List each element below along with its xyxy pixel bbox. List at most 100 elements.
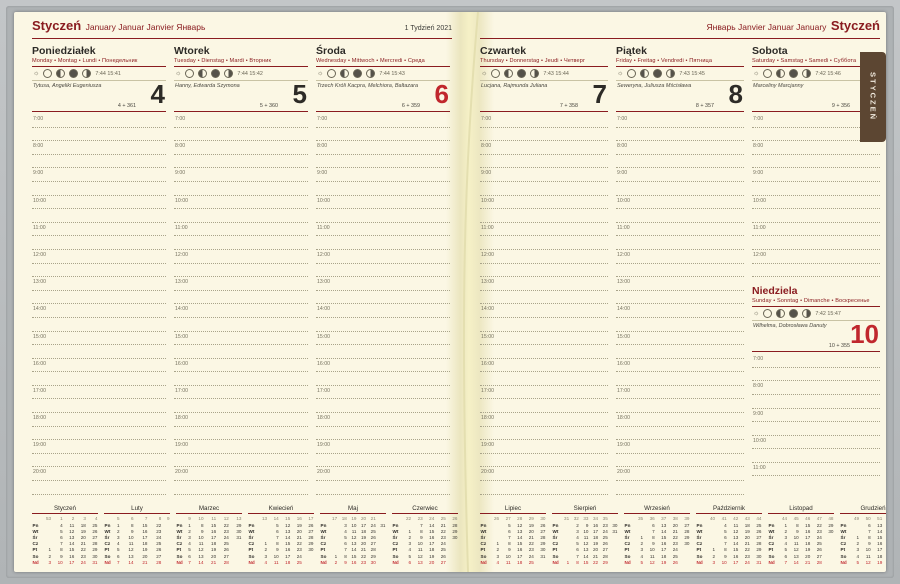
mini-day-cell[interactable]: 17 — [142, 534, 148, 540]
hour-line[interactable] — [480, 345, 608, 359]
hour-line[interactable]: 7:00 — [752, 114, 880, 128]
mini-day-cell[interactable]: 20 — [593, 547, 599, 553]
mini-day-cell[interactable]: 3 — [344, 522, 347, 528]
hour-line[interactable] — [174, 481, 308, 495]
mini-day-cell[interactable]: 3 — [117, 534, 120, 540]
hour-line[interactable]: 16:00 — [174, 359, 308, 373]
hour-line[interactable]: 19:00 — [616, 440, 744, 454]
hour-line[interactable]: 13:00 — [616, 277, 744, 291]
mini-day-cell[interactable]: 5 — [508, 522, 511, 528]
hour-line[interactable] — [174, 454, 308, 468]
mini-day-cell[interactable]: 23 — [744, 553, 750, 559]
hour-lines-wednesday[interactable]: 7:00 8:00 9:00 10:00 11:00 12:00 13:00 14:00 15:… — [316, 114, 450, 495]
hour-line[interactable] — [480, 372, 608, 386]
mini-day-cell[interactable]: 19 — [528, 522, 534, 528]
mini-day-cell[interactable]: 3 — [408, 541, 412, 547]
mini-day-cell[interactable]: 20 — [296, 528, 302, 534]
mini-day-cell[interactable]: 5 — [784, 547, 788, 553]
mini-day-cell[interactable]: 1 — [48, 547, 52, 553]
hour-line[interactable] — [174, 128, 308, 142]
mini-day-cell[interactable]: 1 — [117, 522, 120, 528]
mini-day-cell[interactable]: 26 — [756, 528, 762, 534]
mini-day-cell[interactable]: 8 — [868, 534, 871, 540]
mini-day-cell[interactable]: 16 — [351, 559, 357, 565]
mini-day-cell[interactable]: 18 — [429, 547, 435, 553]
mini-day-cell[interactable]: 11 — [351, 528, 357, 534]
mini-day-cell[interactable]: 12 — [69, 528, 75, 534]
hour-line[interactable] — [174, 291, 308, 305]
mini-day-cell[interactable]: 24 — [816, 534, 822, 540]
hour-line[interactable] — [32, 291, 166, 305]
mini-day-cell[interactable]: 25 — [440, 547, 446, 553]
mini-day-cell[interactable]: 28 — [816, 559, 822, 565]
mini-day-cell[interactable]: 15 — [877, 534, 883, 540]
mini-day-cell[interactable]: 9 — [420, 534, 423, 540]
hour-line[interactable] — [616, 454, 744, 468]
mini-day-cell[interactable] — [229, 560, 242, 566]
mini-day-cell[interactable]: 19 — [744, 528, 750, 534]
mini-day-cell[interactable]: 11 — [793, 541, 799, 547]
hour-line[interactable]: 8:00 — [480, 141, 608, 155]
hour-lines-monday[interactable]: 7:00 8:00 9:00 10:00 11:00 12:00 13:00 14:00 15:… — [32, 114, 166, 495]
mini-day-cell[interactable]: 26 — [92, 528, 98, 534]
mini-day-cell[interactable]: 10 — [128, 534, 134, 540]
mini-day-cell[interactable]: 28 — [92, 541, 98, 547]
mini-day-cell[interactable]: 28 — [223, 559, 229, 565]
hour-lines-tuesday[interactable]: 7:00 8:00 9:00 10:00 11:00 12:00 13:00 14:00 15:… — [174, 114, 308, 495]
mini-day-cell[interactable]: 26 — [156, 547, 162, 553]
mini-day-cell[interactable]: 8 — [344, 553, 347, 559]
mini-day-cell[interactable]: 30 — [370, 559, 376, 565]
mini-day-cell[interactable]: 8 — [508, 541, 511, 547]
hour-line[interactable] — [32, 264, 166, 278]
mini-day-cell[interactable]: 17 — [211, 534, 217, 540]
mini-day-cell[interactable]: 6 — [784, 553, 788, 559]
mini-day-cell[interactable]: 30 — [236, 528, 242, 534]
mini-day-cell[interactable]: 9 — [508, 547, 511, 553]
mini-day-cell[interactable]: 16 — [661, 541, 667, 547]
mini-day-cell[interactable]: 14 — [198, 559, 204, 565]
mini-day-cell[interactable]: 23 — [528, 547, 534, 553]
hour-line[interactable] — [32, 318, 166, 332]
mini-day-cell[interactable]: 16 — [285, 547, 291, 553]
mini-day-cell[interactable]: 13 — [583, 547, 589, 553]
hour-line[interactable]: 20:00 — [480, 467, 608, 482]
hour-line[interactable]: 14:00 — [32, 304, 166, 318]
hour-line[interactable]: 14:00 — [316, 304, 450, 318]
mini-day-cell[interactable]: 8 — [200, 522, 204, 528]
mini-day-cell[interactable] — [822, 560, 834, 566]
mini-day-cell[interactable]: 1 — [566, 559, 570, 565]
mini-day-cell[interactable]: 25 — [370, 528, 376, 534]
hour-line[interactable] — [316, 182, 450, 196]
hour-line[interactable]: 10:00 — [316, 196, 450, 210]
hour-line[interactable]: 17:00 — [480, 386, 608, 400]
mini-day-cell[interactable]: 13 — [733, 534, 739, 540]
mini-day-cell[interactable]: 13 — [285, 528, 291, 534]
mini-day-cell[interactable]: 3 — [856, 547, 860, 553]
mini-day-cell[interactable]: 16 — [593, 522, 599, 528]
mini-day-cell[interactable]: 24 — [156, 534, 162, 540]
hour-line[interactable]: 14:00 — [174, 304, 308, 318]
mini-day-cell[interactable]: 16 — [733, 553, 739, 559]
hour-line[interactable]: 7:00 — [316, 114, 450, 128]
hour-line[interactable] — [32, 236, 166, 250]
mini-day-cell[interactable]: 6 — [117, 553, 120, 559]
mini-day-cell[interactable]: 15 — [805, 522, 811, 528]
mini-day-cell[interactable]: 16 — [69, 553, 75, 559]
hour-line[interactable] — [316, 399, 450, 414]
hour-lines-friday[interactable]: 7:00 8:00 9:00 10:00 11:00 12:00 13:00 14:00 15:… — [616, 114, 744, 495]
hour-line[interactable] — [32, 427, 166, 441]
mini-day-cell[interactable]: 25 — [816, 541, 822, 547]
mini-day-cell[interactable]: 20 — [744, 534, 750, 540]
mini-day-cell[interactable]: 24 — [440, 541, 446, 547]
mini-day-cell[interactable]: 14 — [733, 541, 739, 547]
mini-day-cell[interactable]: 22 — [816, 522, 822, 528]
hour-line[interactable]: 12:00 — [174, 250, 308, 264]
hour-line[interactable]: 9:00 — [752, 168, 880, 182]
mini-day-cell[interactable]: 13 — [198, 553, 204, 559]
hour-line[interactable]: 10:00 — [32, 196, 166, 210]
hour-line[interactable] — [616, 291, 744, 305]
mini-day-cell[interactable]: 5 — [188, 547, 191, 553]
hour-line[interactable] — [174, 236, 308, 250]
mini-day-cell[interactable]: 26 — [223, 547, 229, 553]
hour-line[interactable]: 20:00 — [616, 467, 744, 482]
